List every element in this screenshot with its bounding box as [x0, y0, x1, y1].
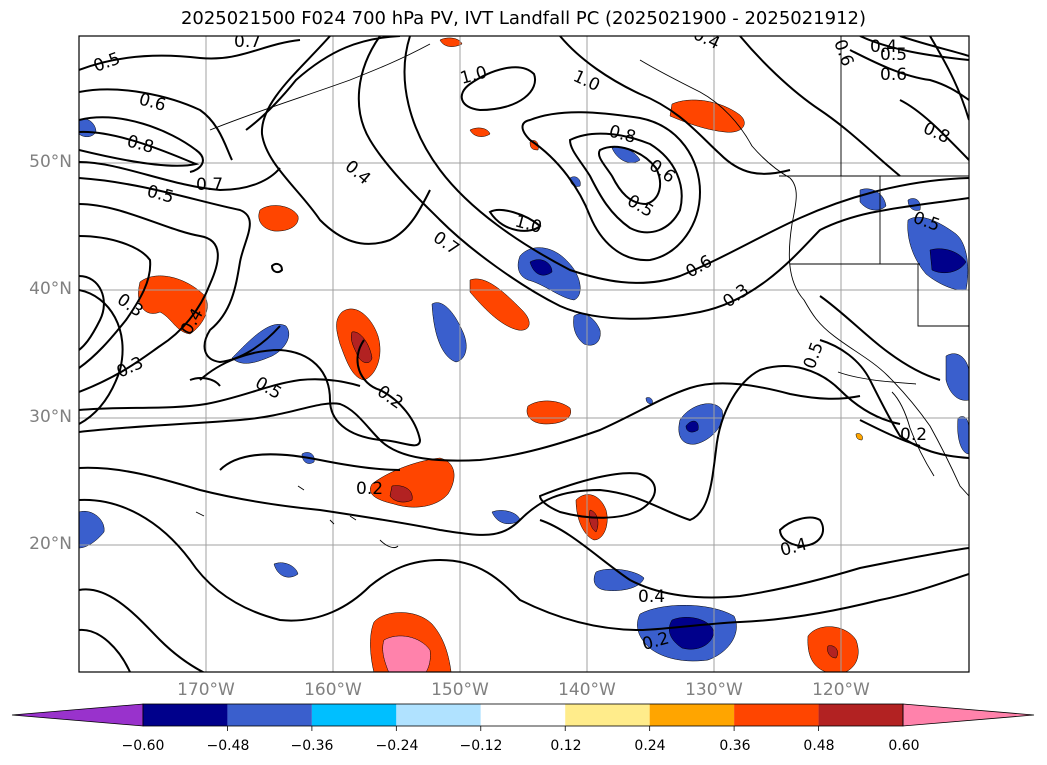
lat-label: 50°N [29, 152, 72, 172]
lon-label: 150°W [431, 680, 489, 700]
colorbar-segment [818, 704, 903, 726]
contour-label: 0.4 [870, 37, 897, 57]
coastlines [195, 36, 969, 549]
map-frame [78, 35, 970, 673]
lon-label: 170°W [177, 680, 235, 700]
contour-label: 0.2 [900, 425, 927, 445]
colorbar-tick-label: −0.36 [290, 738, 334, 754]
colorbar-tick-label: 0.12 [550, 738, 582, 754]
colorbar-segment [480, 704, 566, 726]
colorbar-segment [649, 704, 735, 726]
contour-label: 0.4 [638, 587, 665, 607]
colorbar-segment [143, 704, 228, 726]
map-background [79, 36, 969, 672]
map-title: 2025021500 F024 700 hPa PV, IVT Landfall… [180, 8, 867, 29]
colorbar-segment [311, 704, 397, 726]
colorbar-extension-high [902, 703, 1035, 727]
colorbar-tick-label: −0.12 [459, 738, 503, 754]
lat-label: 40°N [29, 279, 72, 299]
colorbar-tick-label: 0.24 [634, 738, 666, 754]
colorbar-tick-label: −0.48 [206, 738, 250, 754]
colorbar-tick-label: 0.48 [803, 738, 835, 754]
colorbar-tick-label: 0.36 [719, 738, 751, 754]
colorbar-extension-low [11, 703, 144, 727]
colorbar [11, 703, 1035, 731]
colorbar-tick-label: 0.60 [888, 738, 920, 754]
contour-label: 0.2 [356, 479, 383, 499]
pv-contours [79, 36, 969, 672]
colorbar-segment [396, 704, 481, 726]
colorbar-frame [142, 703, 904, 727]
colorbar-segment [565, 704, 650, 726]
colorbar-tick-label: −0.60 [121, 738, 165, 754]
lon-label: 160°W [304, 680, 362, 700]
contour-label: 0.6 [880, 65, 907, 85]
lon-label: 120°W [812, 680, 870, 700]
contour-label: 0.7 [234, 32, 261, 52]
lat-label: 20°N [29, 534, 72, 554]
colorbar-tick-label: −0.24 [375, 738, 419, 754]
colorbar-segment [734, 704, 819, 726]
contour-label: 0.5 [880, 45, 907, 65]
colorbar-segment [227, 704, 312, 726]
lon-label: 130°W [685, 680, 743, 700]
lat-label: 30°N [29, 407, 72, 427]
lon-label: 140°W [558, 680, 616, 700]
contour-label: 0.7 [196, 175, 223, 195]
